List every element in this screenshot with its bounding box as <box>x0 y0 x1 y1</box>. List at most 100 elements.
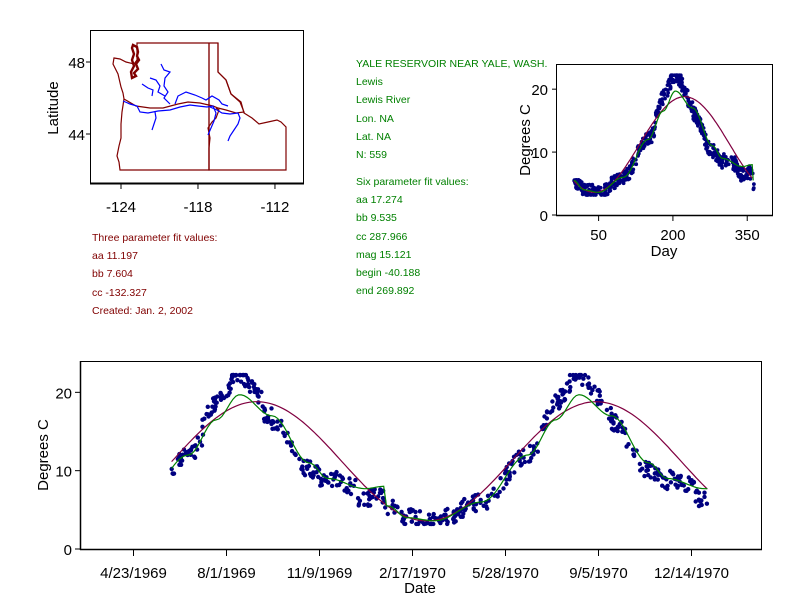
three-param-aa: aa 11.197 <box>92 250 138 263</box>
ts-point <box>558 399 563 404</box>
ts-point <box>238 379 244 384</box>
ts-point <box>522 459 528 465</box>
ts-point <box>630 447 636 452</box>
ts-point <box>554 402 560 407</box>
day-point <box>737 172 741 177</box>
ts-x-tick-label: 4/23/1969 <box>100 565 167 582</box>
six-param-begin: begin -40.188 <box>356 267 421 280</box>
station-name: YALE RESERVOIR NEAR YALE, WASH. <box>356 58 548 70</box>
ts-point <box>400 518 406 523</box>
ts-point <box>655 477 660 482</box>
six-param-cc: cc 287.966 <box>356 230 408 243</box>
ts-point <box>663 485 668 490</box>
ts-point <box>254 390 260 396</box>
ts-point <box>212 395 218 400</box>
ts-point <box>586 381 592 386</box>
ts-point <box>340 476 346 481</box>
day-point <box>659 100 663 104</box>
ts-point <box>399 509 404 515</box>
day-point <box>695 121 699 126</box>
day-point <box>665 93 670 98</box>
idaho-border <box>208 43 287 171</box>
ts-point <box>347 476 352 481</box>
ts-point <box>550 399 555 404</box>
yakima-river <box>160 63 172 105</box>
day-point <box>737 166 741 171</box>
ts-point <box>581 376 586 381</box>
day-point <box>684 91 688 96</box>
day-point <box>666 82 671 87</box>
columbia-river <box>122 100 217 136</box>
ts-point <box>642 473 647 479</box>
ts-point <box>535 449 540 454</box>
ts-point <box>668 480 674 485</box>
day-point <box>693 111 697 116</box>
ts-x-tick-label: 8/1/1969 <box>197 565 255 582</box>
station-lat: Lat. NA <box>356 130 392 143</box>
ts-point <box>604 407 610 413</box>
ts-point <box>504 477 509 482</box>
ts-point <box>445 521 450 527</box>
day-point <box>609 176 614 180</box>
day-point <box>614 182 619 186</box>
ts-point <box>287 440 292 445</box>
day-point <box>741 175 746 179</box>
ts-y-tick-label: 10 <box>55 464 72 481</box>
day-point <box>659 92 664 96</box>
day-y-tick-label: 0 <box>540 208 548 225</box>
day-point <box>580 189 585 194</box>
ts-point <box>377 490 383 495</box>
snake-river <box>209 106 241 142</box>
ts-point <box>582 372 588 378</box>
ts-point <box>316 474 321 480</box>
ts-y-tick-label: 0 <box>64 542 72 559</box>
day-point <box>700 131 704 136</box>
puget-sound <box>129 43 141 80</box>
okanogan-river <box>141 83 154 97</box>
day-six-param-curve <box>573 90 754 193</box>
day-point <box>707 149 712 154</box>
day-point <box>662 92 667 96</box>
station-basin: Lewis <box>356 76 383 89</box>
ts-point <box>319 482 324 488</box>
ts-point <box>238 372 243 378</box>
ts-point <box>588 391 594 396</box>
rivers <box>122 63 241 142</box>
ts-point <box>356 501 362 507</box>
ts-point <box>332 475 337 480</box>
ts-point <box>573 373 578 378</box>
ts-point <box>282 433 287 439</box>
ts-point <box>568 384 573 390</box>
six-param-aa: aa 17.274 <box>356 194 403 207</box>
ts-point <box>501 486 506 491</box>
ts-point <box>326 480 331 485</box>
ts-point <box>550 408 555 414</box>
ts-point <box>696 490 702 495</box>
ts-point <box>241 381 247 387</box>
ts-point <box>329 483 335 489</box>
ts-point <box>556 406 562 411</box>
day-x-tick-label: 350 <box>735 227 760 244</box>
day-point <box>578 178 582 183</box>
ts-point <box>484 504 489 509</box>
station-lon: Lon. NA <box>356 112 394 125</box>
ts-point <box>269 406 274 411</box>
station-river: Lewis River <box>356 94 411 107</box>
ts-point <box>322 477 327 482</box>
day-point <box>613 186 617 191</box>
ts-point <box>478 497 483 503</box>
day-point <box>723 155 728 159</box>
day-point <box>648 137 653 141</box>
ts-point <box>190 444 195 449</box>
day-point <box>675 78 679 83</box>
ts-point <box>563 389 568 394</box>
ts-point <box>353 477 358 483</box>
ts-point <box>426 512 432 517</box>
day-point <box>626 176 630 181</box>
ts-point <box>403 521 408 527</box>
ts-three-param-curve <box>171 401 708 522</box>
oregon-border <box>116 98 220 171</box>
ts-point <box>270 426 275 431</box>
ts-point <box>211 399 217 404</box>
ts-points <box>169 372 710 527</box>
